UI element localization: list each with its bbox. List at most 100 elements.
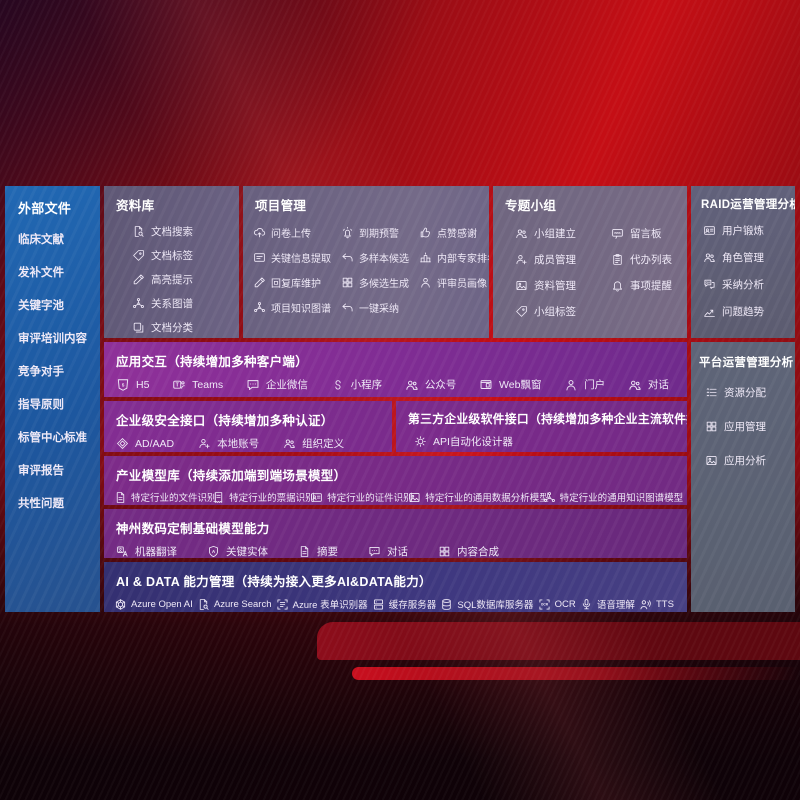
chat-icon — [368, 545, 381, 558]
network-icon — [132, 297, 145, 310]
chat-icon — [246, 378, 260, 392]
feature-item: 资源分配 — [705, 385, 795, 400]
project-panel-title: 项目管理 — [255, 199, 307, 213]
client-item: 小程序 — [331, 377, 382, 392]
external-file-label: 发补文件 — [18, 267, 64, 279]
feature-item: 采纳分析 — [703, 277, 795, 292]
library-items: 文档搜索 文档标签 高亮提示 关系图谱 文档分类 — [104, 214, 239, 335]
idcard-icon — [310, 491, 323, 504]
grid-icon — [705, 420, 718, 433]
idcard-icon — [703, 224, 716, 237]
auth-item: AD/AAD — [116, 437, 174, 450]
capability-item: 摘要 — [298, 544, 338, 558]
tag-icon — [132, 249, 145, 262]
service-label: Azure Open AI — [131, 598, 193, 610]
feature-label: 问题趋势 — [722, 306, 764, 318]
feature-item: 多样本候选 — [341, 250, 419, 265]
enterprise-security-panel: 企业级安全接口（持续增加多种认证） AD/AAD 本地账号 组织定义 — [104, 401, 392, 452]
feature-item: 用户锻炼 — [703, 223, 795, 238]
project-management-panel: 项目管理 问卷上传 到期预警 点赞感谢 关键信息提取 多样本候选 — [243, 186, 489, 338]
external-files-title: 外部文件 — [18, 201, 72, 216]
feature-item: 项目知识图谱 — [253, 300, 341, 315]
external-file-label: 关键字池 — [18, 300, 64, 312]
feature-item: 成员管理 — [515, 252, 611, 267]
feature-label: 问卷上传 — [271, 229, 311, 240]
feature-label: 到期预警 — [359, 229, 399, 240]
auth-label: 本地账号 — [217, 438, 260, 450]
feature-label: 内部专家排名 — [437, 254, 489, 265]
feature-label: 关系图谱 — [151, 298, 193, 310]
feature-item: 事项提醒 — [611, 278, 685, 293]
feature-label: 评审员画像 — [437, 279, 487, 290]
receipt-icon — [212, 491, 225, 504]
feature-label: 事项提醒 — [630, 280, 672, 292]
client-item: Web飘窗 — [479, 377, 541, 392]
platform-operations-panel: 平台运营管理分析 资源分配 应用管理 应用分析 — [691, 342, 795, 612]
gear-icon — [414, 435, 427, 448]
interaction-items: H5 Teams 企业微信 小程序 公众号 Web飘窗 — [104, 370, 687, 392]
a-shield-icon — [207, 545, 220, 558]
chart-icon — [703, 305, 716, 318]
grid-icon — [341, 276, 354, 289]
ai-data-panel: AI & DATA 能力管理（持续为接入更多AI&DATA能力） Azure O… — [104, 562, 687, 612]
service-label: 缓存服务器 — [388, 600, 437, 611]
feature-label: 文档搜索 — [151, 226, 193, 238]
person-icon — [564, 378, 578, 392]
project-items: 问卷上传 到期预警 点赞感谢 关键信息提取 多样本候选 内部专家排名 — [243, 214, 489, 315]
network-icon — [253, 301, 266, 314]
model-label: 特定行业的通用知识图谱模型 — [559, 493, 684, 504]
topic-groups-panel: 专题小组 小组建立 留言板 成员管理 代办列表 资料管理 — [493, 186, 687, 338]
library-panel-title: 资料库 — [116, 199, 155, 213]
people-icon — [628, 378, 642, 392]
feature-item: 文档搜索 — [132, 224, 235, 239]
doc-icon — [298, 545, 311, 558]
external-file-item: 共性问题 — [18, 495, 100, 511]
external-file-label: 标管中心标准 — [18, 432, 87, 444]
clipboard-icon — [611, 253, 624, 266]
feature-label: 留言板 — [630, 228, 662, 240]
feature-label: 高亮提示 — [151, 274, 193, 286]
capability-item: 机器翻译 — [116, 544, 177, 558]
service-item: 缓存服务器 — [372, 597, 437, 611]
client-item: 门户 — [564, 377, 605, 392]
feature-label: 文档分类 — [151, 322, 193, 334]
feature-item: 回复库维护 — [253, 275, 341, 290]
cloud-up-icon — [253, 226, 266, 239]
feature-item: 高亮提示 — [132, 272, 235, 287]
platform-panel-title: 平台运营管理分析 — [699, 357, 794, 369]
feature-label: 采纳分析 — [722, 279, 764, 291]
external-files-list: 临床文献 发补文件 关键字池 审评培训内容 竞争对手 指导原则 标管中心标准 审… — [5, 217, 100, 511]
service-item: TTS — [639, 598, 674, 611]
feature-item: 留言板 — [611, 226, 685, 241]
feature-item: 关键信息提取 — [253, 250, 341, 265]
thirdparty-items: API自动化设计器 — [396, 427, 687, 449]
external-file-label: 共性问题 — [18, 498, 64, 510]
thumb-icon — [419, 226, 432, 239]
feature-item: 到期预警 — [341, 225, 419, 240]
tag-icon — [515, 305, 528, 318]
feature-item: 问卷上传 — [253, 225, 341, 240]
feature-item: 应用管理 — [705, 419, 795, 434]
ocr-icon — [538, 598, 551, 611]
service-item: Azure Open AI — [114, 598, 193, 611]
pencil-icon — [253, 276, 266, 289]
external-file-label: 竞争对手 — [18, 366, 64, 378]
external-files-panel: 外部文件 临床文献 发补文件 关键字池 审评培训内容 竞争对手 指导原则 标管中… — [5, 186, 100, 612]
models-items: 特定行业的文件识别 特定行业的票据识别 特定行业的证件识别 特定行业的通用数据分… — [104, 484, 687, 504]
feature-item: 关系图谱 — [132, 296, 235, 311]
aidata-items: Azure Open AI Azure Search Azure 表单识别器 缓… — [104, 590, 687, 611]
external-file-item: 临床文献 — [18, 231, 100, 247]
client-label: 公众号 — [424, 379, 457, 391]
translate-icon — [116, 545, 129, 558]
feature-label: 资源分配 — [724, 387, 766, 399]
service-item: Azure Search — [197, 598, 272, 611]
client-item: H5 — [116, 378, 149, 392]
raid-operations-panel: RAID运营管理分析 用户锻炼 角色管理 采纳分析 问题趋势 — [691, 186, 795, 338]
person-plus-icon — [515, 253, 528, 266]
capability-item: 对话 — [368, 544, 408, 558]
external-file-item: 审评培训内容 — [18, 330, 100, 346]
service-label: TTS — [655, 598, 674, 610]
doc-search-icon — [132, 225, 145, 238]
raid-panel-title: RAID运营管理分析 — [701, 199, 795, 211]
network-icon — [543, 491, 556, 504]
